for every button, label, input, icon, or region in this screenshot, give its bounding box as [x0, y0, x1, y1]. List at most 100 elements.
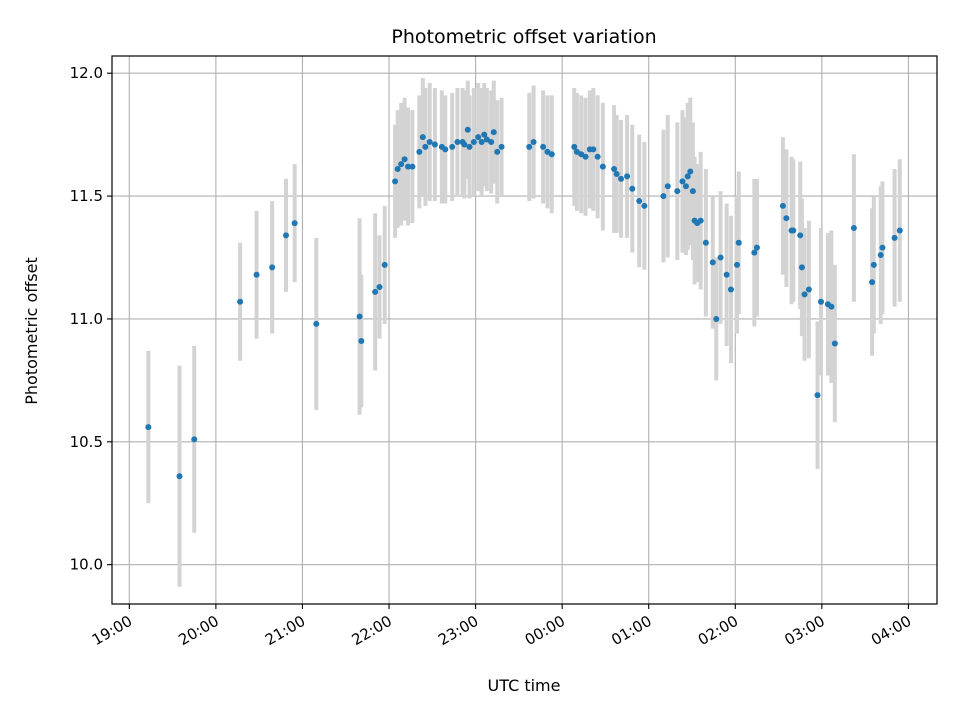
data-point	[376, 283, 383, 290]
data-point	[814, 392, 821, 399]
data-point	[702, 239, 709, 246]
x-tick-label: 20:00	[175, 612, 221, 649]
data-point	[674, 188, 681, 195]
data-point	[358, 338, 365, 345]
data-point	[269, 264, 276, 271]
data-point	[613, 170, 620, 177]
data-point	[582, 153, 589, 160]
x-tick-label: 03:00	[781, 612, 827, 649]
data-point	[398, 161, 405, 168]
data-point	[891, 234, 898, 241]
data-point	[431, 141, 438, 148]
data-point	[313, 320, 320, 327]
y-axis-label: Photometric offset	[22, 257, 41, 405]
data-point	[291, 220, 298, 227]
data-point	[805, 286, 812, 293]
data-point	[682, 183, 689, 190]
data-point	[751, 249, 758, 256]
data-point	[449, 143, 456, 150]
data-point	[641, 202, 648, 209]
data-point	[783, 215, 790, 222]
data-point	[797, 232, 804, 239]
data-point	[490, 129, 497, 136]
data-point	[831, 340, 838, 347]
grid-lines	[112, 56, 937, 604]
x-tick-label: 19:00	[89, 612, 135, 649]
x-axis-ticks: 19:00 20:00 21:00 22:00 23:00 00:00 01:00 02:00…	[89, 604, 914, 649]
data-point	[464, 126, 471, 133]
data-point	[828, 303, 835, 310]
data-point	[629, 185, 636, 192]
data-point	[879, 244, 886, 251]
x-axis-label: UTC time	[488, 676, 561, 695]
x-tick-label: 21:00	[262, 612, 308, 649]
data-point	[481, 131, 488, 138]
data-point	[530, 139, 537, 146]
x-tick-label: 02:00	[695, 612, 741, 649]
data-point	[801, 291, 808, 298]
data-point	[798, 264, 805, 271]
data-point	[753, 244, 760, 251]
data-point	[709, 259, 716, 266]
data-point	[697, 217, 704, 224]
data-point	[494, 148, 501, 155]
data-point	[870, 261, 877, 268]
data-point	[790, 227, 797, 234]
y-axis-ticks: 10.0 10.5 11.0 11.5 12.0	[70, 64, 112, 574]
data-point	[594, 153, 601, 160]
plot-area-frame	[111, 55, 938, 605]
data-point	[145, 424, 152, 431]
data-point	[526, 143, 533, 150]
data-point	[850, 225, 857, 232]
data-point	[664, 183, 671, 190]
data-point	[779, 202, 786, 209]
data-point	[869, 279, 876, 286]
data-point	[422, 143, 429, 150]
data-point	[381, 261, 388, 268]
data-point	[717, 254, 724, 261]
data-point	[426, 139, 433, 146]
data-point	[734, 261, 741, 268]
data-point	[488, 139, 495, 146]
data-point	[176, 473, 183, 480]
data-point	[461, 141, 468, 148]
data-point	[624, 173, 631, 180]
data-point	[817, 298, 824, 305]
data-point	[571, 143, 578, 150]
data-point	[689, 188, 696, 195]
x-tick-label: 00:00	[522, 612, 568, 649]
data-point	[191, 436, 198, 443]
data-point	[466, 143, 473, 150]
data-point	[283, 232, 290, 239]
data-point	[394, 166, 401, 173]
data-point	[684, 173, 691, 180]
data-point	[599, 163, 606, 170]
data-point	[442, 146, 449, 153]
data-point	[735, 239, 742, 246]
data-point	[454, 139, 461, 146]
data-point	[253, 271, 260, 278]
data-point	[679, 178, 686, 185]
x-tick-label: 01:00	[608, 612, 654, 649]
data-point	[372, 288, 379, 295]
data-point	[636, 197, 643, 204]
y-tick-label: 12.0	[70, 64, 103, 82]
data-point	[727, 286, 734, 293]
data-point	[478, 139, 485, 146]
y-tick-label: 10.0	[70, 556, 103, 574]
data-point	[540, 143, 547, 150]
data-points	[145, 126, 903, 480]
data-point	[713, 315, 720, 322]
chart-title: Photometric offset variation	[391, 26, 656, 48]
data-point	[877, 252, 884, 259]
x-tick-label: 23:00	[435, 612, 481, 649]
data-point	[409, 163, 416, 170]
x-tick-label: 22:00	[349, 612, 395, 649]
data-point	[419, 134, 426, 141]
x-tick-label: 04:00	[868, 612, 914, 649]
data-point	[401, 156, 408, 163]
data-point	[405, 163, 412, 170]
data-point	[470, 139, 477, 146]
data-point	[590, 146, 597, 153]
